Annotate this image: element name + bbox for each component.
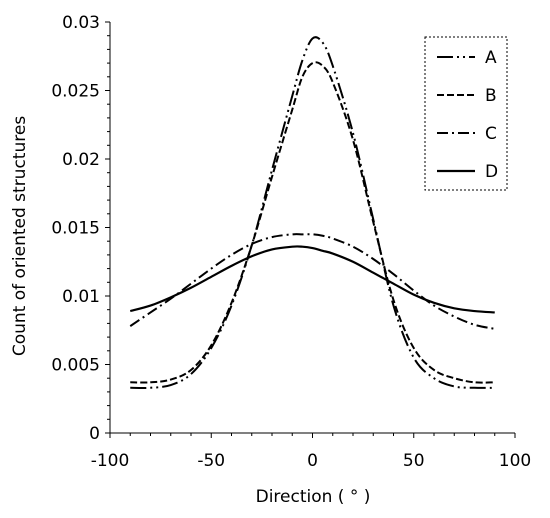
legend-label-d: D: [485, 162, 498, 182]
legend-label-c: C: [485, 124, 497, 144]
series-line-d: [129, 245, 495, 314]
x-tick-label: 50: [403, 451, 425, 471]
x-tick-label: 100: [499, 451, 531, 471]
y-tick-label: 0.005: [51, 356, 100, 376]
series-line-b: [130, 61, 495, 384]
y-tick-label: 0.03: [62, 13, 100, 33]
legend-box: [424, 36, 508, 191]
x-axis-title: Direction ( ° ): [256, 487, 371, 507]
y-axis-title: Count of oriented structures: [10, 116, 30, 356]
x-tick-label: 0: [307, 451, 318, 471]
legend-label-b: B: [485, 86, 497, 106]
x-tick-label: -100: [91, 451, 130, 471]
y-tick-label: 0: [89, 424, 100, 444]
axes: 0 0.005 0.01 0.015 0.02 0.025 0.03 -100 -50 0 50 10…: [51, 13, 531, 471]
legend-label-a: A: [485, 48, 497, 68]
series-layer: [129, 36, 495, 389]
y-tick-label: 0.025: [51, 82, 100, 102]
y-tick-label: 0.02: [62, 150, 100, 170]
series-line-a: [130, 36, 495, 389]
y-tick-label: 0.015: [51, 219, 100, 239]
y-tick-label: 0.01: [62, 287, 100, 307]
x-tick-label: -50: [197, 451, 225, 471]
